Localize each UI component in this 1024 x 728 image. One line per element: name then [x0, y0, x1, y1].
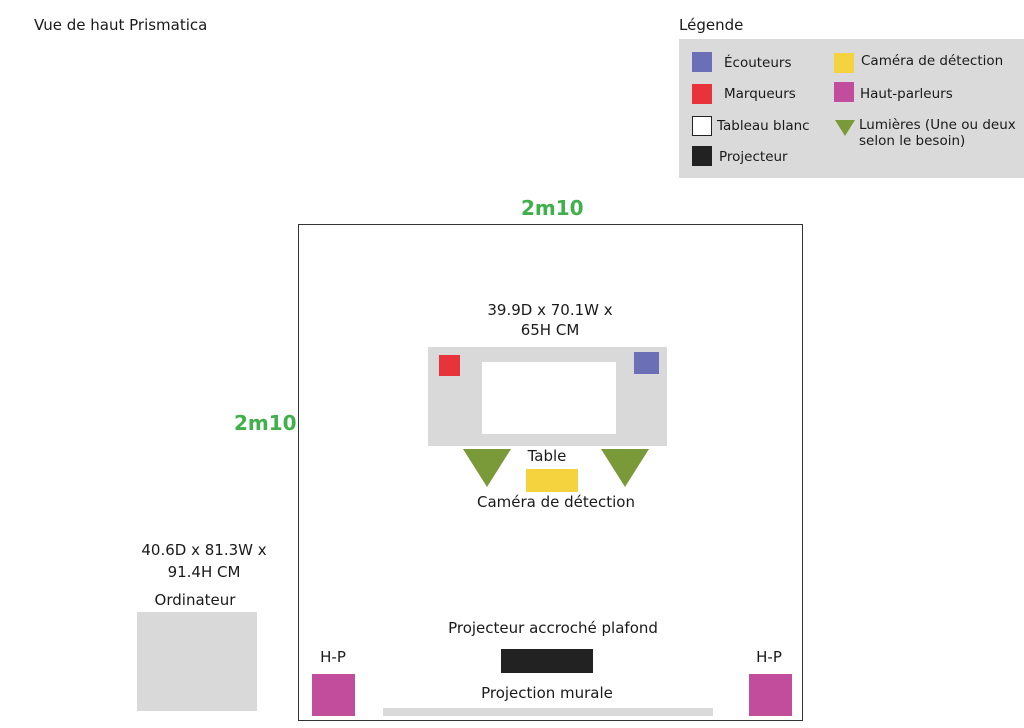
legend-camera-label: Caméra de détection	[861, 53, 1004, 69]
legend-marqueurs-label: Marqueurs	[724, 86, 796, 102]
projector-rect	[501, 649, 593, 673]
projecteur-swatch	[692, 146, 712, 166]
lumiere-right-icon	[601, 449, 649, 487]
speaker-right-label: H-P	[756, 648, 782, 666]
legend-hp-label: Haut-parleurs	[860, 86, 953, 102]
lumiere-left-icon	[463, 449, 511, 487]
legend-lumieres-label-1: Lumières (Une ou deux	[859, 117, 1016, 133]
legend-ecouteurs-label: Écouteurs	[724, 55, 792, 71]
tableau-blanc-rect	[482, 362, 616, 434]
computer-dimensions-line-1: 40.6D x 81.3W x	[141, 541, 267, 559]
lumieres-triangle-icon	[835, 120, 855, 136]
legend-panel: Écouteurs Marqueurs Tableau blanc Projec…	[679, 39, 1024, 178]
speaker-left-rect	[312, 674, 355, 716]
projector-label: Projecteur accroché plafond	[448, 619, 658, 637]
computer-rect	[137, 612, 257, 711]
projection-wall-rect	[383, 708, 713, 716]
room-height-label: 2m10	[234, 411, 297, 435]
legend-title: Légende	[679, 16, 744, 34]
projection-label: Projection murale	[481, 684, 613, 702]
legend-lumieres-label-2: selon le besoin)	[859, 133, 966, 149]
room-width-label: 2m10	[521, 196, 584, 220]
legend-projecteur-label: Projecteur	[719, 149, 788, 165]
marqueurs-marker	[439, 355, 460, 376]
table-label: Table	[527, 447, 567, 465]
table-dimensions-line-1: 39.9D x 70.1W x	[487, 301, 613, 319]
computer-dimensions-line-2: 91.4H CM	[167, 563, 241, 581]
hp-swatch	[834, 82, 854, 102]
computer-label: Ordinateur	[154, 591, 236, 609]
ecouteurs-swatch	[692, 52, 712, 72]
camera-label: Caméra de détection	[477, 493, 635, 511]
tableau-swatch	[692, 116, 712, 136]
legend-tableau-label: Tableau blanc	[717, 118, 810, 134]
speaker-left-label: H-P	[320, 648, 346, 666]
camera-rect	[526, 469, 578, 492]
speaker-right-rect	[749, 674, 792, 716]
room-outline	[298, 224, 803, 721]
ecouteurs-marker	[634, 352, 659, 374]
camera-swatch	[834, 53, 854, 73]
marqueurs-swatch	[692, 84, 712, 104]
table-dimensions-line-2: 65H CM	[520, 321, 580, 339]
diagram-title: Vue de haut Prismatica	[34, 16, 208, 34]
